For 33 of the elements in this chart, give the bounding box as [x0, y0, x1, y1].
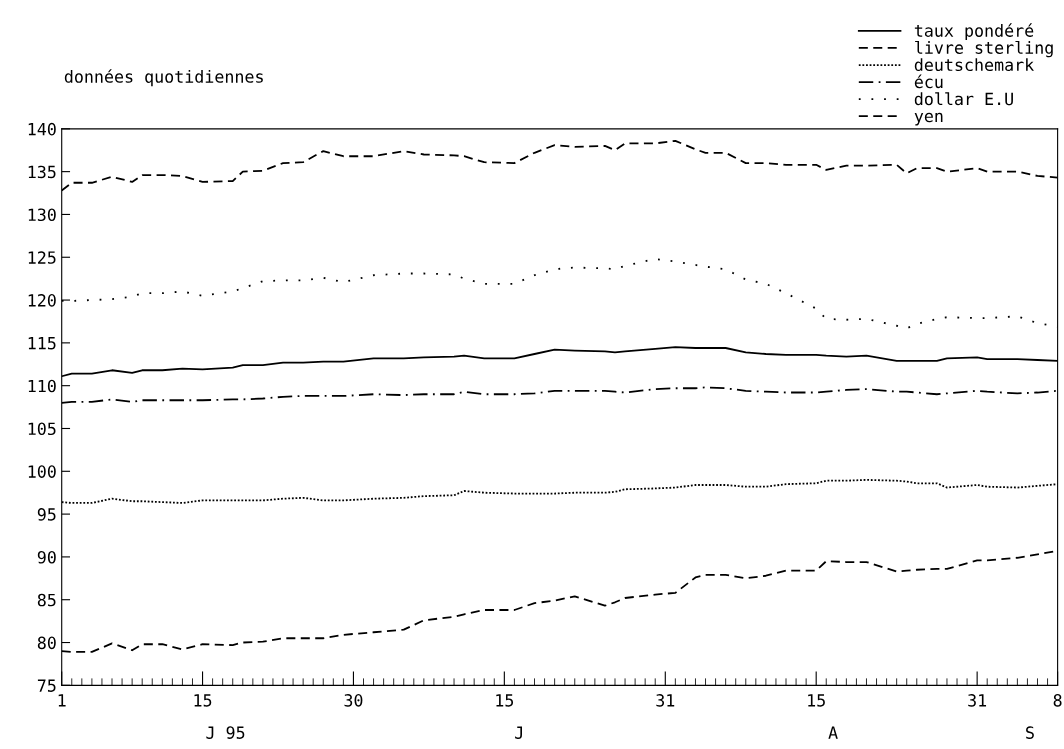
y-tick-label: 95 — [37, 508, 56, 521]
legend-label: yen — [914, 112, 943, 126]
text: A — [828, 726, 838, 739]
y-tick-label: 100 — [28, 465, 56, 478]
x-tick-label: 31 — [656, 694, 675, 707]
legend-label: livre sterling — [915, 40, 1053, 58]
x-tick-label: 30 — [344, 694, 363, 707]
legend-label: écu — [914, 74, 943, 89]
y-tick-label: 125 — [28, 251, 56, 264]
x-tick-label: 15 — [496, 694, 514, 707]
y-tick-label: 115 — [28, 337, 56, 350]
legend-label: dollar E.U — [914, 92, 1013, 106]
y-tick-label: 105 — [28, 422, 56, 436]
text: J 95 — [206, 726, 245, 739]
y-tick-label: 140 — [28, 122, 56, 136]
y-tick-label: 130 — [28, 208, 56, 222]
x-tick-label: 1 — [58, 694, 66, 707]
x-tick-label: 8 — [1053, 694, 1062, 707]
x-tick-label: 31 — [968, 694, 987, 707]
y-tick-label: 110 — [28, 379, 56, 393]
x-tick-label: 15 — [808, 694, 825, 707]
y-tick-label: 75 — [37, 679, 56, 692]
x-tick-label: 15 — [194, 694, 212, 707]
text: S — [1026, 726, 1034, 739]
y-tick-label: 90 — [37, 550, 56, 564]
legend-label: taux pondéré — [914, 23, 1034, 41]
chart-title: données quotidiennes — [64, 69, 263, 87]
text: J — [515, 726, 522, 739]
y-tick-label: 85 — [37, 593, 56, 607]
y-tick-label: 80 — [37, 636, 56, 650]
y-tick-label: 135 — [28, 165, 56, 179]
legend-label: deutschemark — [914, 58, 1034, 72]
y-tick-label: 120 — [28, 294, 56, 307]
